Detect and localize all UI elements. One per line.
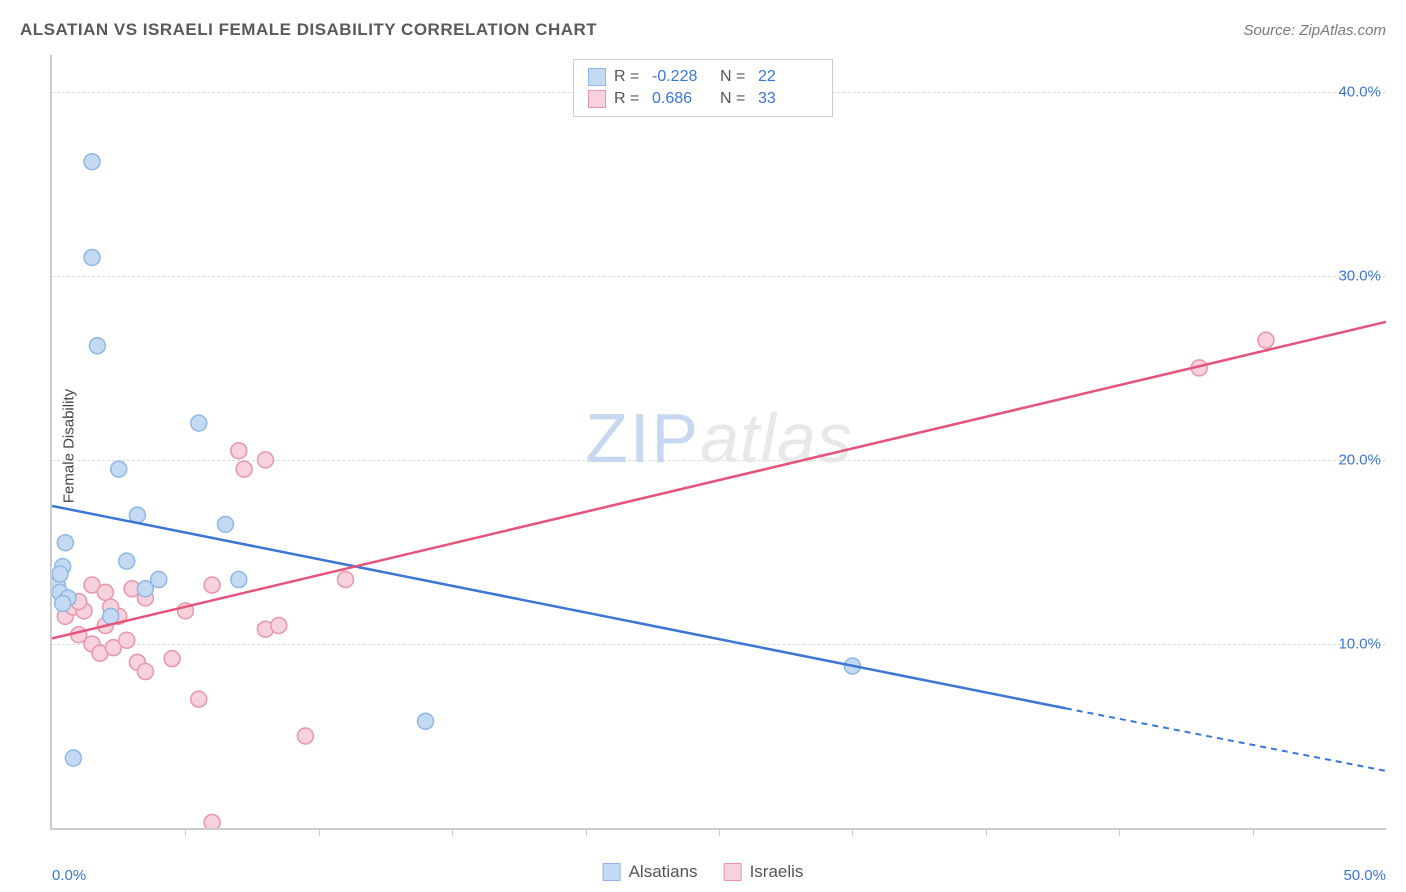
- swatch-israelis: [588, 90, 606, 108]
- data-point: [231, 572, 247, 588]
- legend-label-alsatians: Alsatians: [629, 862, 698, 882]
- data-point: [89, 338, 105, 354]
- trendline-israelis: [52, 322, 1386, 639]
- data-point: [204, 577, 220, 593]
- data-point: [84, 154, 100, 170]
- data-point: [418, 713, 434, 729]
- x-tick: [719, 828, 720, 836]
- data-point: [191, 415, 207, 431]
- x-tick: [852, 828, 853, 836]
- swatch-alsatians: [588, 68, 606, 86]
- x-tick: [185, 828, 186, 836]
- r-label: R =: [614, 90, 644, 108]
- x-axis-max-label: 50.0%: [1343, 867, 1386, 884]
- data-point: [57, 535, 73, 551]
- scatter-svg: [52, 55, 1386, 828]
- chart-title: ALSATIAN VS ISRAELI FEMALE DISABILITY CO…: [20, 20, 597, 40]
- n-label: N =: [720, 68, 750, 86]
- data-point: [257, 452, 273, 468]
- data-point: [191, 691, 207, 707]
- chart-header: ALSATIAN VS ISRAELI FEMALE DISABILITY CO…: [20, 20, 1386, 40]
- legend-item-alsatians: Alsatians: [603, 862, 698, 882]
- r-value-a: -0.228: [652, 68, 712, 86]
- trendline-alsatians: [52, 506, 1066, 708]
- data-point: [137, 664, 153, 680]
- correlation-legend: R = -0.228 N = 22 R = 0.686 N = 33: [573, 59, 833, 117]
- data-point: [337, 572, 353, 588]
- correlation-row-a: R = -0.228 N = 22: [588, 66, 818, 88]
- x-tick: [986, 828, 987, 836]
- x-tick: [1119, 828, 1120, 836]
- x-tick: [1253, 828, 1254, 836]
- trendline-alsatians-dashed: [1066, 708, 1386, 771]
- series-legend: Alsatians Israelis: [603, 862, 804, 882]
- data-point: [119, 632, 135, 648]
- x-tick: [452, 828, 453, 836]
- data-point: [204, 814, 220, 828]
- data-point: [111, 461, 127, 477]
- data-point: [52, 566, 68, 582]
- data-point: [97, 584, 113, 600]
- data-point: [271, 618, 287, 634]
- data-point: [297, 728, 313, 744]
- r-value-b: 0.686: [652, 90, 712, 108]
- x-axis-min-label: 0.0%: [52, 867, 86, 884]
- legend-item-israelis: Israelis: [724, 862, 804, 882]
- x-tick: [586, 828, 587, 836]
- n-value-a: 22: [758, 68, 818, 86]
- data-point: [55, 595, 71, 611]
- legend-label-israelis: Israelis: [750, 862, 804, 882]
- swatch-alsatians-icon: [603, 863, 621, 881]
- source-attribution: Source: ZipAtlas.com: [1243, 22, 1386, 39]
- data-point: [84, 249, 100, 265]
- n-value-b: 33: [758, 90, 818, 108]
- data-point: [231, 443, 247, 459]
- data-point: [217, 516, 233, 532]
- data-point: [151, 572, 167, 588]
- x-tick: [319, 828, 320, 836]
- data-point: [164, 651, 180, 667]
- data-point: [1258, 332, 1274, 348]
- n-label: N =: [720, 90, 750, 108]
- r-label: R =: [614, 68, 644, 86]
- correlation-row-b: R = 0.686 N = 33: [588, 88, 818, 110]
- data-point: [119, 553, 135, 569]
- plot-area: ZIPatlas 10.0%20.0%30.0%40.0%: [50, 55, 1386, 830]
- data-point: [236, 461, 252, 477]
- data-point: [65, 750, 81, 766]
- swatch-israelis-icon: [724, 863, 742, 881]
